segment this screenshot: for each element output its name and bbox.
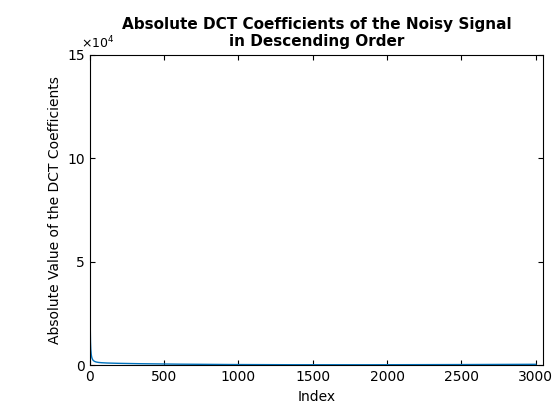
Title: Absolute DCT Coefficients of the Noisy Signal
in Descending Order: Absolute DCT Coefficients of the Noisy S…	[122, 17, 511, 49]
Text: $\times 10^4$: $\times 10^4$	[81, 35, 114, 52]
Y-axis label: Absolute Value of the DCT Coefficients: Absolute Value of the DCT Coefficients	[48, 76, 62, 344]
X-axis label: Index: Index	[297, 390, 335, 404]
